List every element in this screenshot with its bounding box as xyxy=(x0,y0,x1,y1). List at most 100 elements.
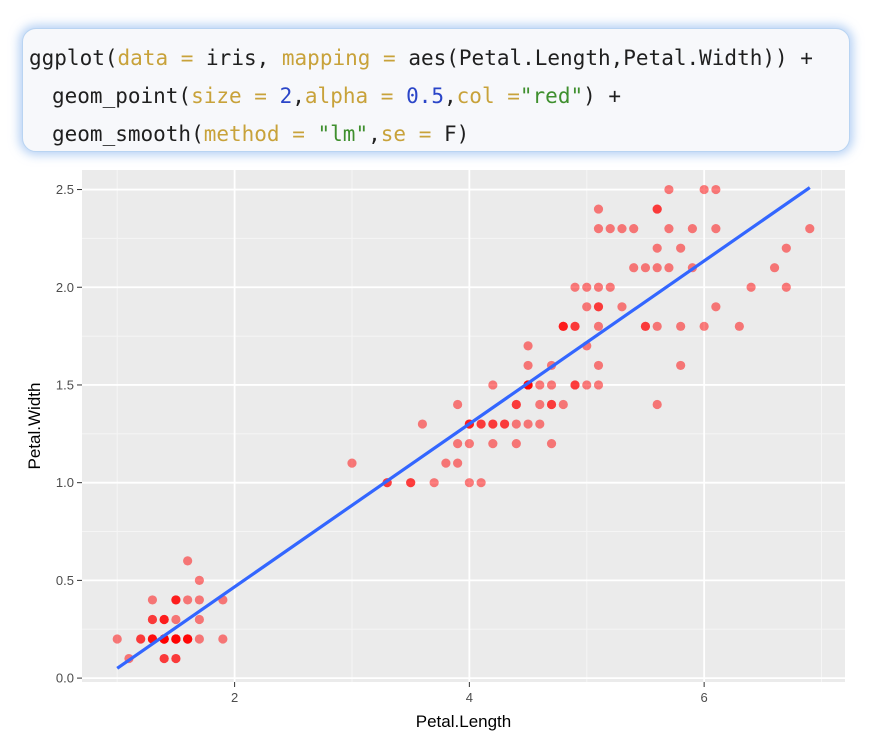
data-point xyxy=(711,224,721,234)
data-point xyxy=(464,438,474,449)
data-point xyxy=(629,263,639,273)
code-token: = xyxy=(368,84,407,108)
code-line-3: geom_smooth(method = "lm",se = F) xyxy=(23,115,849,153)
data-point xyxy=(511,419,521,429)
data-point xyxy=(664,184,674,195)
data-point xyxy=(406,478,416,488)
y-tick-label: 0.5 xyxy=(56,573,74,588)
data-point xyxy=(488,419,498,429)
data-point xyxy=(464,478,474,488)
data-point xyxy=(194,634,204,644)
data-point xyxy=(171,614,181,625)
data-point xyxy=(652,321,662,331)
code-line-2: geom_point(size = 2,alpha = 0.5,col ="re… xyxy=(23,77,849,115)
data-point xyxy=(546,438,557,449)
data-point xyxy=(805,224,815,234)
data-point xyxy=(687,224,698,234)
data-point xyxy=(183,634,193,644)
data-point xyxy=(593,321,604,331)
data-point xyxy=(570,282,580,292)
data-point xyxy=(488,438,498,449)
code-token: "red" xyxy=(519,84,584,108)
data-point xyxy=(629,224,639,234)
data-point xyxy=(617,224,627,234)
data-point xyxy=(640,321,651,331)
data-point xyxy=(664,263,674,273)
code-token: = xyxy=(406,122,444,146)
data-point xyxy=(676,321,686,331)
code-token: se xyxy=(380,122,407,146)
data-point xyxy=(605,224,615,234)
data-point xyxy=(734,321,744,331)
y-tick-label: 0.0 xyxy=(56,671,74,686)
data-point xyxy=(664,224,674,234)
data-point xyxy=(429,478,439,488)
data-point xyxy=(511,438,521,449)
x-axis: 2 4 6 xyxy=(231,682,708,705)
data-point xyxy=(441,458,451,468)
data-point xyxy=(159,614,169,625)
data-point xyxy=(523,419,533,429)
code-token: F) xyxy=(443,122,470,146)
data-point xyxy=(194,575,204,585)
scatter-plot: 2 4 6 0.0 0.5 1.0 1.5 2.0 2.5 Petal.Length Peta… xyxy=(25,170,845,731)
data-point xyxy=(593,360,604,371)
x-tick-label: 4 xyxy=(466,690,473,705)
plot-panel xyxy=(82,170,845,682)
data-point xyxy=(523,341,533,351)
regression-line xyxy=(116,186,811,670)
data-point xyxy=(593,224,604,234)
y-tick-label: 2.5 xyxy=(56,182,74,197)
data-point xyxy=(453,399,463,410)
data-point xyxy=(523,360,533,371)
code-token: , xyxy=(368,122,381,146)
data-point xyxy=(570,380,580,390)
data-point xyxy=(699,184,709,195)
data-point xyxy=(711,184,721,195)
data-point xyxy=(476,478,486,488)
y-axis: 0.0 0.5 1.0 1.5 2.0 2.5 xyxy=(56,182,82,686)
code-token: 2 xyxy=(279,84,293,108)
data-point xyxy=(535,419,545,429)
code-token: , xyxy=(292,84,305,108)
code-token: "lm" xyxy=(317,122,369,146)
data-point xyxy=(582,282,592,292)
data-point xyxy=(617,302,627,312)
data-point xyxy=(652,263,662,273)
code-line-1: ggplot(data = iris, mapping = aes(Petal.… xyxy=(23,39,849,77)
data-point xyxy=(147,614,158,625)
code-token: = xyxy=(241,84,280,108)
data-point xyxy=(699,321,709,331)
data-point xyxy=(183,595,193,605)
data-point xyxy=(769,263,780,273)
code-token: geom_smooth( xyxy=(52,122,204,146)
code-token: = xyxy=(279,122,318,146)
data-point xyxy=(711,302,721,312)
data-point xyxy=(183,556,193,566)
code-token: mapping xyxy=(281,46,371,70)
code-token: method xyxy=(203,122,280,146)
data-point xyxy=(570,321,580,331)
data-point xyxy=(640,263,651,273)
data-point xyxy=(453,438,463,449)
data-point xyxy=(112,634,122,644)
data-point xyxy=(511,399,521,410)
data-point xyxy=(453,458,463,468)
data-point xyxy=(159,653,169,664)
data-point xyxy=(605,282,615,292)
data-point xyxy=(593,380,604,390)
x-tick-label: 2 xyxy=(231,690,238,705)
data-point xyxy=(652,204,662,214)
code-snippet: ggplot(data = iris, mapping = aes(Petal.… xyxy=(22,28,850,152)
data-point xyxy=(652,399,662,410)
code-token: 0.5 xyxy=(406,84,444,108)
data-point xyxy=(582,380,592,390)
data-point xyxy=(676,243,686,253)
data-point xyxy=(546,399,557,410)
data-point xyxy=(194,614,204,625)
data-point xyxy=(593,282,604,292)
code-token: ) + xyxy=(583,84,622,108)
code-token: , xyxy=(444,84,457,108)
data-point xyxy=(582,302,592,312)
data-point xyxy=(781,282,791,292)
